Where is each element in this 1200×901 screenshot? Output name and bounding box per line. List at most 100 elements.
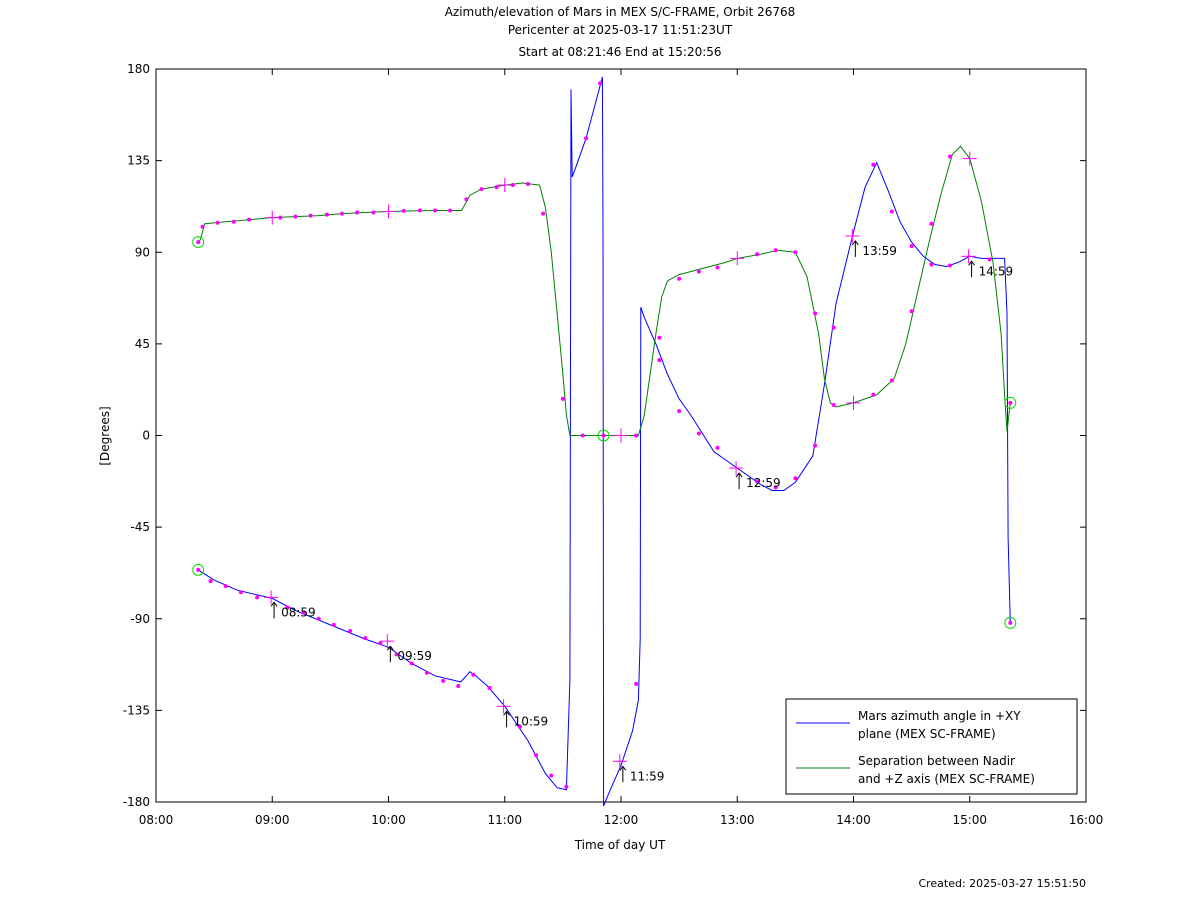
data-point-marker — [696, 269, 701, 274]
data-point-marker — [208, 579, 213, 584]
series-group-1: 08:59 09:59 10:59 11:59 12:59 13:59 14:59 — [192, 76, 1017, 807]
endpoint-circle-marker — [192, 236, 205, 249]
x-tick-label: 10:00 — [371, 813, 406, 827]
data-point-marker — [634, 681, 639, 686]
legend-label-1-line1: Mars azimuth angle in +XY — [858, 709, 1021, 723]
data-point-marker — [755, 252, 760, 257]
series-line-2 — [197, 145, 1011, 436]
data-point-marker — [831, 325, 836, 330]
hour-arrow-head — [270, 601, 278, 607]
data-point-marker — [696, 431, 701, 436]
data-point-marker — [293, 214, 298, 219]
series-group-2 — [192, 145, 1017, 443]
hour-arrow-head — [968, 260, 975, 266]
data-point-marker — [371, 210, 376, 215]
y-tick-label: -90 — [130, 612, 150, 626]
data-point-marker — [456, 683, 461, 688]
data-point-marker — [773, 485, 778, 490]
data-point-marker — [247, 217, 251, 222]
chart-subtitle-pericenter: Pericenter at 2025-03-17 11:51:23UT — [507, 23, 733, 37]
data-point-marker — [793, 250, 798, 255]
data-point-marker — [231, 219, 236, 224]
hour-label: 12:59 — [746, 476, 781, 490]
legend-label-2-line2: and +Z axis (MEX SC-FRAME) — [858, 772, 1035, 786]
data-point-marker — [479, 187, 484, 192]
data-point-marker — [316, 616, 321, 621]
hour-label: 11:59 — [630, 769, 665, 783]
data-point-marker — [417, 208, 422, 213]
hour-label: 09:59 — [397, 649, 432, 663]
chart-subtitle-start-end: Start at 08:21:46 End at 15:20:56 — [518, 45, 722, 59]
data-point-marker — [715, 265, 720, 270]
data-point-marker — [308, 213, 313, 218]
data-point-marker — [773, 248, 778, 253]
created-timestamp: Created: 2025-03-27 15:51:50 — [918, 877, 1086, 890]
data-point-marker — [223, 584, 228, 589]
data-point-marker — [285, 605, 290, 610]
data-point-marker — [401, 208, 406, 213]
y-tick-label: -135 — [123, 703, 150, 717]
endpoint-circle-marker — [192, 563, 205, 576]
hour-label: 10:59 — [514, 714, 549, 728]
data-point-marker — [215, 220, 220, 225]
x-tick-label: 09:00 — [255, 813, 290, 827]
data-point-marker — [755, 479, 760, 484]
data-point-marker — [871, 392, 876, 397]
data-point-marker — [340, 211, 344, 216]
data-point-marker — [424, 670, 429, 675]
endpoint-circle-marker — [597, 429, 610, 442]
data-point-marker — [526, 182, 530, 187]
data-point-marker — [510, 183, 515, 188]
data-point-marker — [441, 678, 446, 683]
data-point-marker — [871, 162, 876, 167]
data-point-marker — [947, 263, 952, 268]
endpoint-marker — [196, 240, 201, 245]
data-point-marker — [255, 595, 260, 600]
data-point-marker — [889, 209, 894, 214]
legend-box — [785, 698, 1078, 795]
data-point-marker — [657, 335, 662, 340]
data-point-marker — [677, 409, 682, 414]
data-point-marker — [433, 208, 437, 213]
data-point-marker — [409, 661, 414, 666]
data-point-marker — [560, 396, 565, 401]
data-point-marker — [348, 628, 353, 633]
data-point-marker — [564, 784, 569, 789]
data-point-marker — [909, 244, 914, 249]
hour-arrow-head — [619, 765, 627, 771]
data-point-marker — [929, 221, 934, 226]
data-point-marker — [541, 211, 546, 216]
data-point-marker — [464, 197, 469, 202]
y-tick-label: -180 — [123, 795, 150, 809]
data-point-marker — [517, 724, 522, 729]
data-point-marker — [813, 311, 818, 316]
data-point-marker — [889, 378, 894, 383]
hour-arrow-head — [503, 710, 510, 716]
data-point-marker — [471, 672, 476, 677]
series-line-1 — [197, 76, 1011, 807]
x-tick-label: 11:00 — [487, 813, 522, 827]
data-point-marker — [793, 476, 798, 481]
data-point-marker — [677, 276, 682, 281]
hour-arrow-head — [851, 240, 859, 246]
data-point-marker — [598, 81, 603, 86]
legend-label-1-line2: plane (MEX SC-FRAME) — [858, 727, 996, 741]
y-axis-label: [Degrees] — [98, 406, 112, 465]
endpoint-marker — [1008, 400, 1013, 405]
endpoint-marker — [1008, 620, 1013, 625]
chart-title: Azimuth/elevation of Mars in MEX S/C-FRA… — [444, 5, 796, 19]
x-tick-label: 14:00 — [836, 813, 871, 827]
endpoint-marker — [601, 433, 606, 438]
endpoint-circle-marker — [1004, 396, 1017, 409]
data-point-marker — [909, 309, 914, 314]
y-tick-label: 135 — [127, 154, 150, 168]
data-point-marker — [331, 622, 336, 627]
data-point-marker — [378, 641, 383, 646]
data-point-marker — [947, 154, 952, 159]
data-point-marker — [301, 610, 306, 615]
hour-label: 14:59 — [979, 264, 1014, 278]
data-point-marker — [987, 257, 992, 262]
endpoint-circle-marker — [1004, 616, 1017, 629]
data-point-marker — [715, 445, 720, 450]
hour-arrow-head — [386, 645, 394, 651]
